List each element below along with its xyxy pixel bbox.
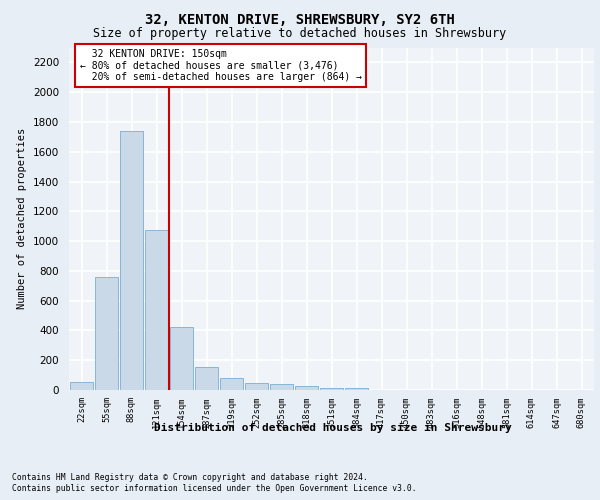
Bar [170,328,193,390]
Y-axis label: Number of detached properties: Number of detached properties [17,128,28,310]
Text: Contains HM Land Registry data © Crown copyright and database right 2024.: Contains HM Land Registry data © Crown c… [12,472,368,482]
Text: 32, KENTON DRIVE, SHREWSBURY, SY2 6TH: 32, KENTON DRIVE, SHREWSBURY, SY2 6TH [145,12,455,26]
Bar [245,383,268,390]
Text: Contains public sector information licensed under the Open Government Licence v3: Contains public sector information licen… [12,484,416,493]
Bar [145,230,168,390]
Bar [320,388,343,390]
Bar [70,382,93,390]
Bar [120,131,143,390]
Bar [95,277,118,390]
Text: Distribution of detached houses by size in Shrewsbury: Distribution of detached houses by size … [154,422,512,432]
Text: Size of property relative to detached houses in Shrewsbury: Size of property relative to detached ho… [94,28,506,40]
Bar [295,386,318,390]
Text: 32 KENTON DRIVE: 150sqm
← 80% of detached houses are smaller (3,476)
  20% of se: 32 KENTON DRIVE: 150sqm ← 80% of detache… [79,49,361,82]
Bar [345,388,368,390]
Bar [270,384,293,390]
Bar [220,378,243,390]
Bar [195,367,218,390]
